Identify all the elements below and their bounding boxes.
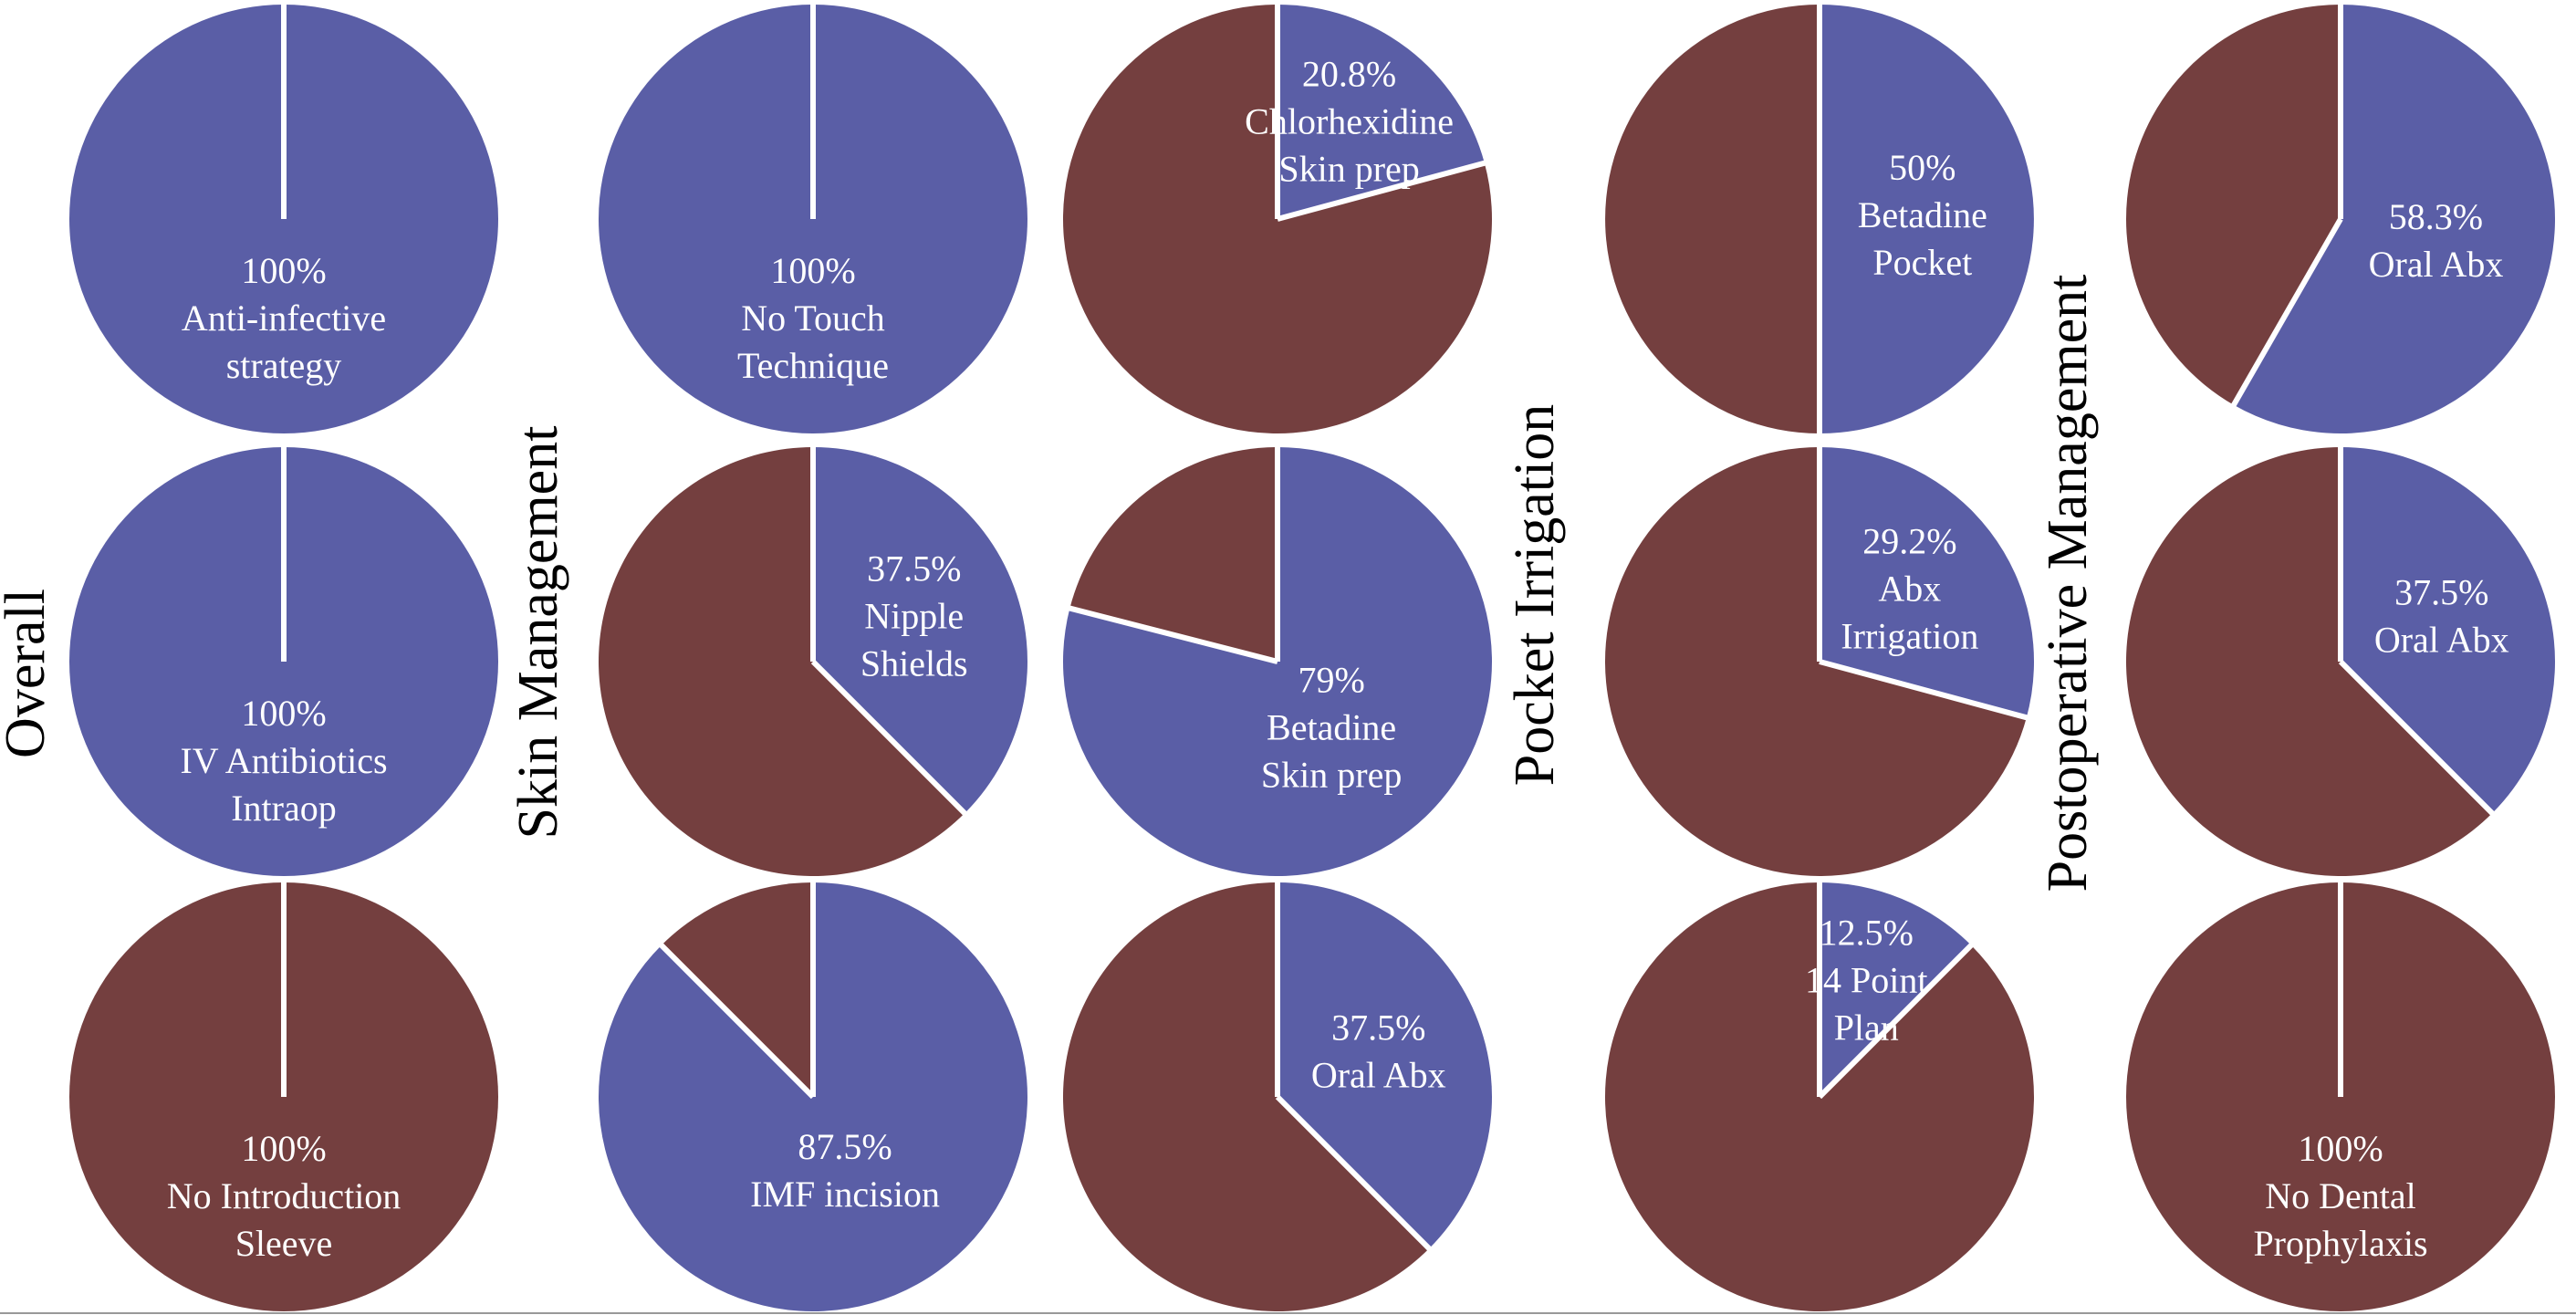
slice-label: IMF incision	[750, 1174, 940, 1215]
value-label: 12.5%	[1820, 912, 1914, 953]
value-label: 58.3%	[2389, 196, 2483, 237]
slice-label: Anti-infective	[182, 297, 386, 339]
slice-label: Oral Abx	[2374, 619, 2509, 660]
pie-slice	[1820, 5, 2034, 433]
pie: 37.5% Nipple Shields	[598, 445, 1027, 876]
slice-label: Irrigation	[1841, 615, 1978, 656]
pie: 20.8% Chlorhexidine Skin prep	[1063, 3, 1492, 433]
pie-slice	[1062, 882, 1430, 1311]
slice-separator	[1067, 605, 1278, 664]
pie: 100% No Touch Technique	[599, 3, 1027, 433]
value-label: 37.5%	[2394, 571, 2488, 612]
section-label: Pocket Irrigation	[1504, 404, 1566, 786]
pie: 100% Anti-infective strategy	[69, 3, 498, 433]
slice-separator	[1817, 942, 1975, 1100]
slice-label: Abx	[1878, 568, 1941, 609]
pie-slice	[1069, 447, 1278, 662]
value-label: 29.2%	[1862, 520, 1956, 561]
slice-label: Plan	[1834, 1007, 1899, 1048]
section-label: Postoperative Management	[2037, 275, 2099, 892]
pie-slice	[661, 882, 813, 1097]
pie-slice	[1604, 447, 2027, 876]
value-label: 79%	[1298, 659, 1364, 700]
slice-label: 14 Point	[1805, 959, 1927, 1000]
slice-label: No Touch	[741, 297, 885, 339]
pie: 79% Betadine Skin prep	[1063, 445, 1492, 876]
slice-label: No Introduction	[167, 1175, 402, 1216]
pie: 37.5% Oral Abx	[1062, 881, 1492, 1311]
pie-slice	[1820, 447, 2034, 718]
slice-label: Prophylaxis	[2253, 1223, 2427, 1264]
pie-slice	[1278, 882, 1492, 1249]
slice-label: Pocket	[1872, 242, 1972, 283]
pie-slice	[598, 447, 965, 876]
pie: 37.5% Oral Abx	[2126, 445, 2555, 876]
slice-label: Intraop	[231, 788, 337, 829]
value-label: 37.5%	[867, 548, 961, 589]
slice-separator	[658, 942, 816, 1100]
pie-slice	[1605, 5, 1820, 433]
slice-label: Skin prep	[1278, 149, 1419, 190]
value-label: 20.8%	[1302, 54, 1396, 95]
slice-label: strategy	[226, 345, 342, 386]
slice-separator	[1277, 160, 1487, 222]
pie-slice	[2126, 447, 2493, 876]
slice-separator	[810, 659, 968, 817]
section-label: Overall	[0, 589, 57, 758]
slice-label: IV Antibiotics	[180, 740, 387, 781]
pie-slice	[2233, 5, 2555, 433]
slice-separator	[1819, 659, 2029, 721]
pie-slice	[1278, 5, 1485, 219]
slice-label: Nipple	[864, 595, 964, 636]
value-label: 37.5%	[1331, 1007, 1425, 1048]
value-label: 100%	[770, 250, 855, 291]
pie: 12.5% 14 Point Plan	[1604, 881, 2034, 1311]
value-label: 100%	[241, 250, 326, 291]
pie: 29.2% Abx Irrigation	[1604, 445, 2034, 876]
pie-slice	[813, 447, 1027, 814]
pie-slice	[2125, 5, 2341, 405]
pie: 58.3% Oral Abx	[2125, 3, 2555, 433]
pie: 100% No Introduction Sleeve	[69, 881, 498, 1311]
slice-separator	[1275, 1094, 1433, 1252]
slice-label: Shields	[860, 642, 968, 684]
value-label: 50%	[1889, 147, 1955, 188]
pie-slice	[2341, 447, 2555, 814]
slice-label: Betadine	[1858, 194, 1987, 235]
value-label: 100%	[241, 1128, 326, 1169]
slice-separator	[2230, 217, 2343, 408]
value-label: 100%	[2298, 1128, 2383, 1169]
slice-label: Oral Abx	[1311, 1054, 1446, 1095]
pie: 100% IV Antibiotics Intraop	[69, 445, 498, 876]
pie: 50% Betadine Pocket	[1605, 3, 2034, 435]
slice-label: Chlorhexidine	[1245, 101, 1454, 142]
slice-label: Betadine	[1267, 706, 1396, 747]
value-label: 100%	[241, 693, 326, 734]
pie: 100% No Dental Prophylaxis	[2126, 881, 2555, 1311]
pie-slice	[1820, 882, 1972, 1097]
slice-label: Oral Abx	[2369, 244, 2504, 285]
slice-separator	[2338, 659, 2496, 817]
slice-label: Sleeve	[235, 1223, 333, 1264]
value-label: 87.5%	[798, 1126, 892, 1167]
slice-label: Technique	[737, 345, 889, 386]
slice-label: No Dental	[2265, 1175, 2416, 1216]
pie: 87.5% IMF incision	[599, 881, 1027, 1311]
slice-label: Skin prep	[1261, 754, 1402, 795]
section-label: Skin Management	[507, 426, 569, 840]
